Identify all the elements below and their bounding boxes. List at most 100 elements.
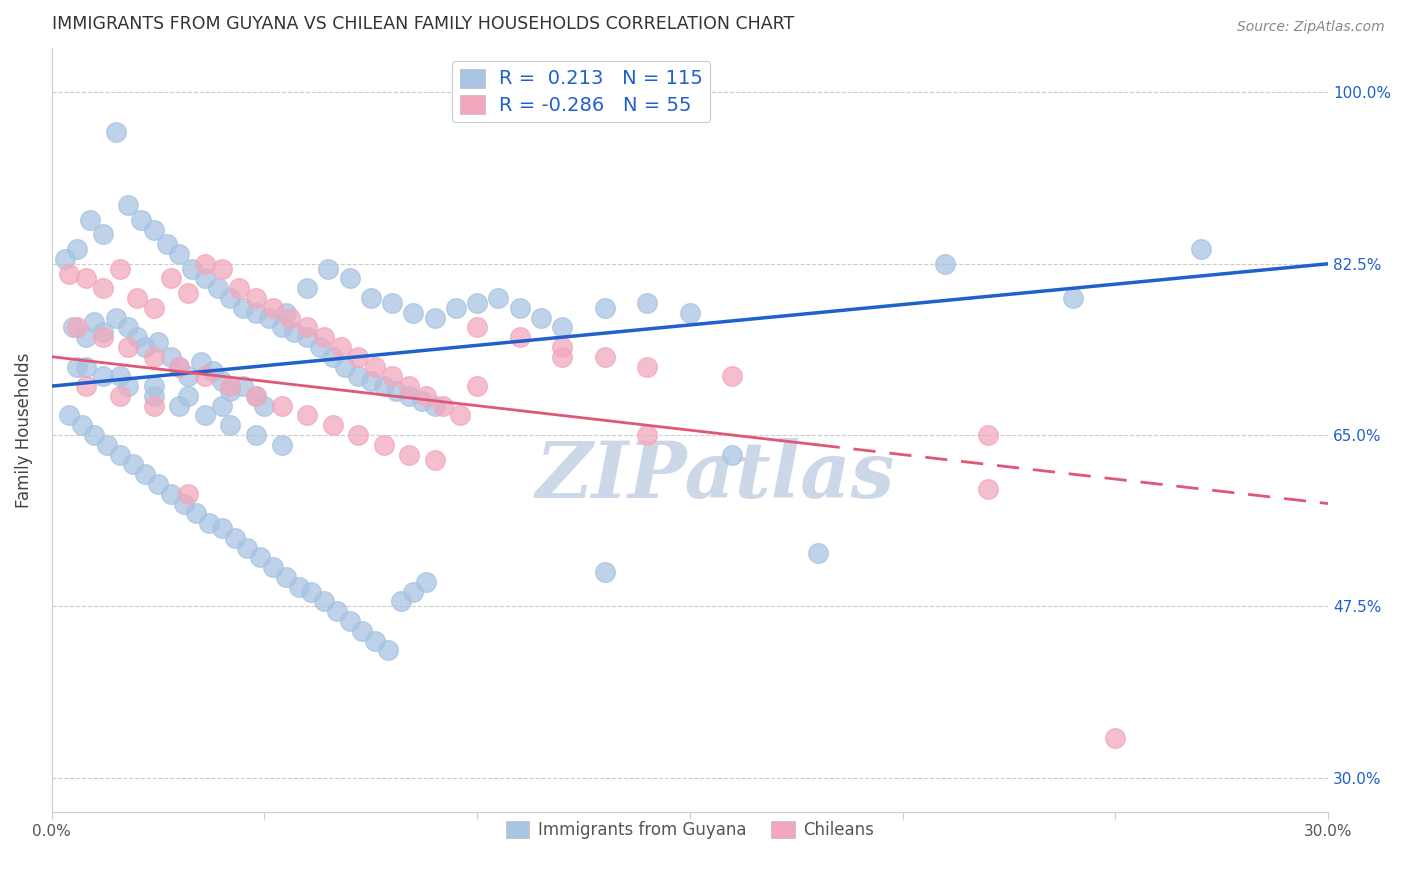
Point [415,389,437,403]
Point [121,458,143,472]
Point [142,350,165,364]
Point [142,301,165,315]
Point [551,320,574,334]
Point [245,306,267,320]
Point [373,438,395,452]
Point [228,281,250,295]
Point [326,604,349,618]
Point [207,281,229,295]
Point [295,320,318,334]
Point [66,359,89,374]
Point [249,550,271,565]
Point [402,306,425,320]
Point [806,545,828,559]
Point [432,399,454,413]
Point [219,291,242,305]
Point [977,482,1000,496]
Point [156,237,179,252]
Point [593,350,616,364]
Point [194,257,217,271]
Point [398,448,420,462]
Point [364,359,387,374]
Point [58,267,80,281]
Point [83,428,105,442]
Point [402,584,425,599]
Point [977,428,1000,442]
Point [224,531,246,545]
Point [219,418,242,433]
Point [91,281,114,295]
Point [636,428,658,442]
Point [75,379,97,393]
Point [91,369,114,384]
Point [58,409,80,423]
Point [169,359,191,374]
Point [373,379,395,393]
Point [270,438,292,452]
Point [91,330,114,344]
Point [83,316,105,330]
Point [360,291,382,305]
Point [245,428,267,442]
Point [142,389,165,403]
Point [142,222,165,236]
Point [108,261,131,276]
Point [211,261,233,276]
Point [312,594,335,608]
Point [169,247,191,261]
Text: Source: ZipAtlas.com: Source: ZipAtlas.com [1237,20,1385,34]
Point [75,359,97,374]
Point [465,320,488,334]
Point [108,369,131,384]
Point [347,428,370,442]
Point [262,560,284,574]
Point [381,296,404,310]
Point [322,350,344,364]
Point [96,438,118,452]
Point [104,125,127,139]
Point [1189,242,1212,256]
Point [530,310,553,325]
Point [295,281,318,295]
Y-axis label: Family Households: Family Households [15,352,32,508]
Point [295,409,318,423]
Point [1062,291,1084,305]
Point [262,301,284,315]
Point [117,340,139,354]
Point [177,369,200,384]
Point [177,389,200,403]
Point [299,584,322,599]
Point [108,389,131,403]
Point [202,364,225,378]
Point [1104,731,1126,746]
Point [253,399,276,413]
Point [679,306,702,320]
Point [129,212,152,227]
Point [335,359,357,374]
Point [465,379,488,393]
Point [381,369,404,384]
Point [347,369,370,384]
Point [295,330,318,344]
Point [389,594,412,608]
Point [330,340,353,354]
Point [104,310,127,325]
Point [198,516,221,530]
Point [274,570,297,584]
Point [160,271,183,285]
Point [270,320,292,334]
Point [117,379,139,393]
Point [364,633,387,648]
Point [125,291,148,305]
Point [91,227,114,242]
Point [488,291,510,305]
Point [551,350,574,364]
Point [232,301,254,315]
Point [593,301,616,315]
Point [117,320,139,334]
Point [79,212,101,227]
Point [219,384,242,398]
Point [66,242,89,256]
Point [270,399,292,413]
Point [721,448,744,462]
